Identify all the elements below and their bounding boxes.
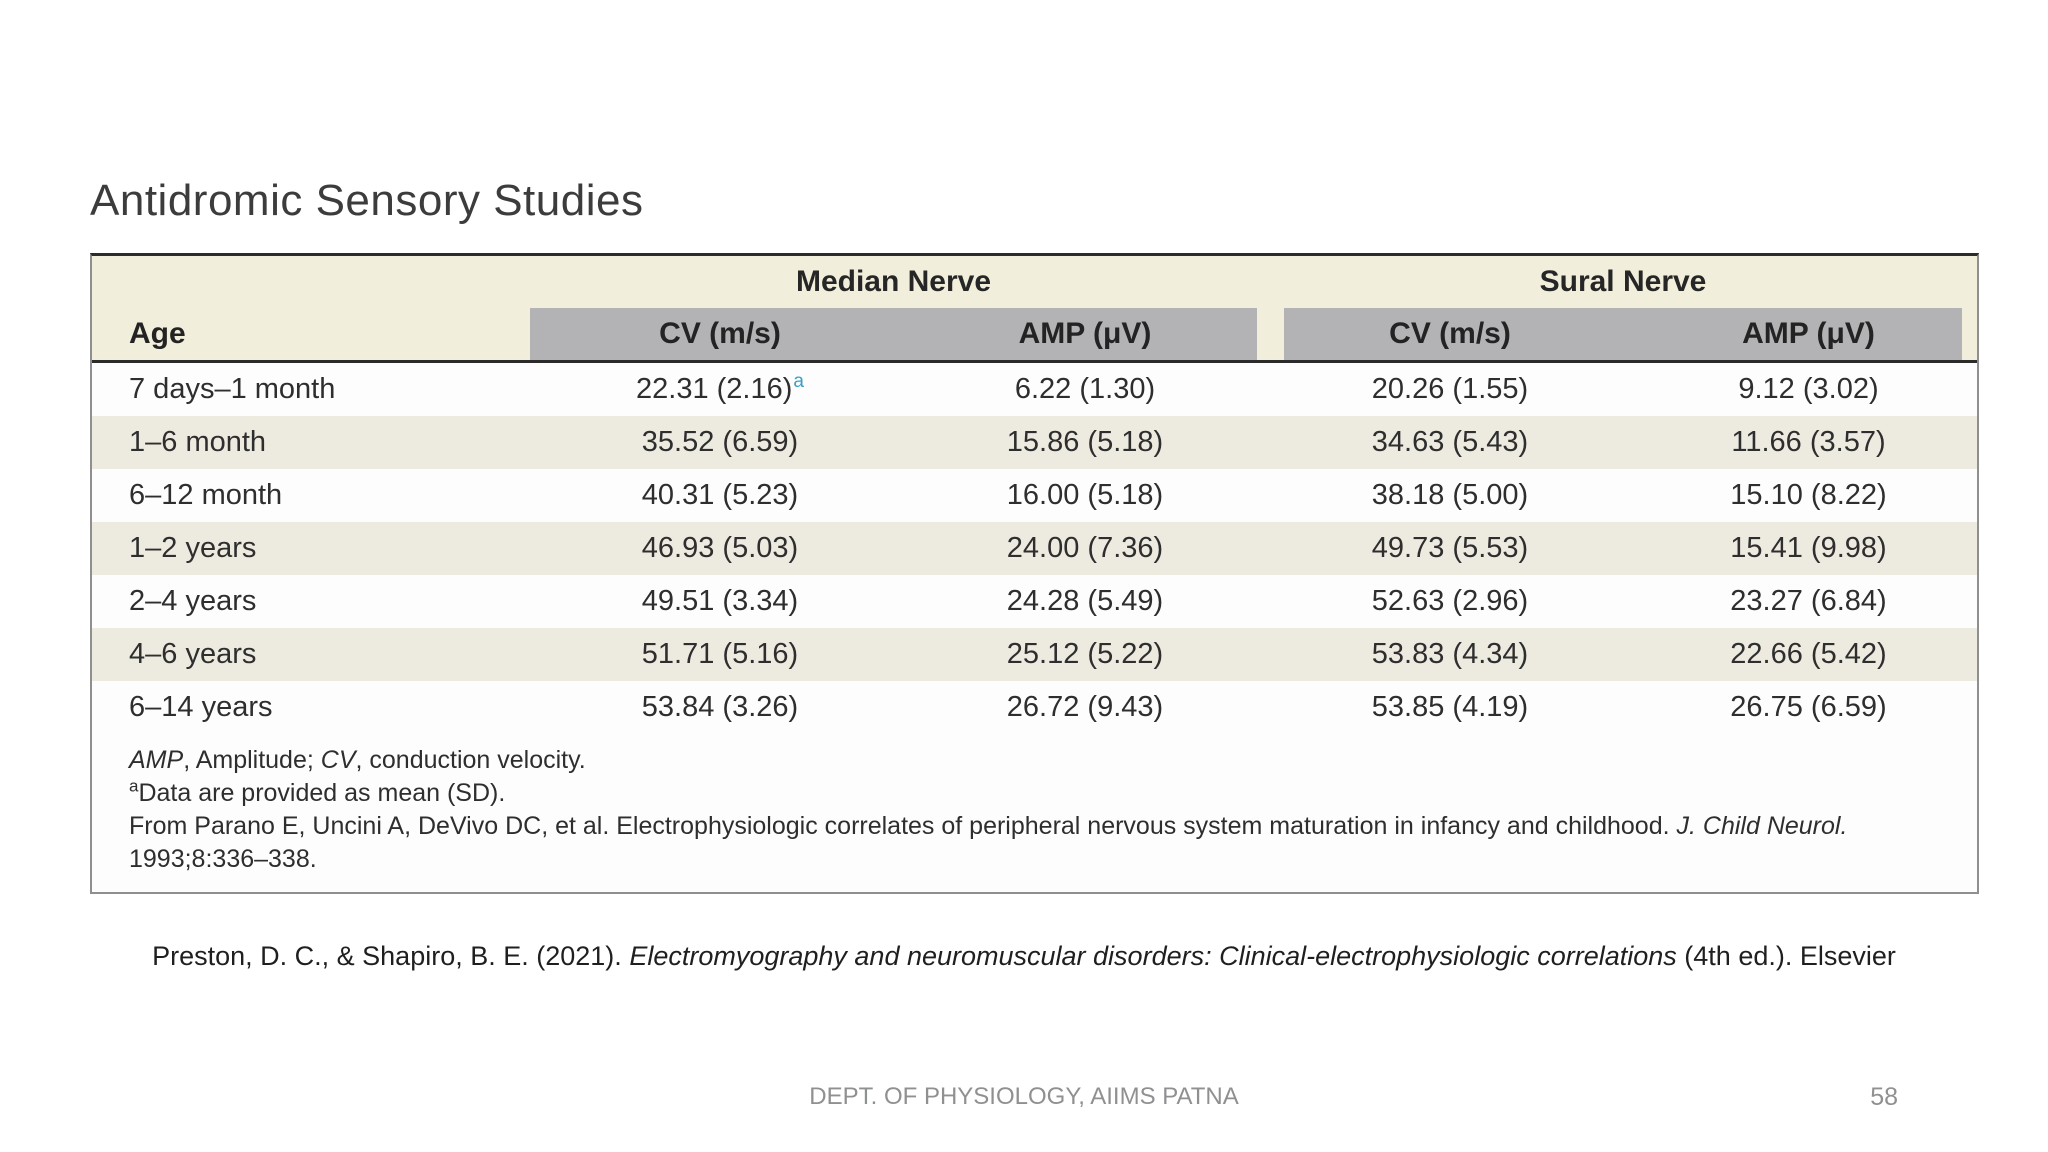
row-sural-cv: 53.83 (4.34) — [1371, 638, 1529, 670]
row-median-amp: 15.86 (5.18) — [1006, 426, 1164, 458]
row-median-cv: 22.31 (2.16)a — [530, 371, 910, 406]
column-header-age: Age — [129, 317, 186, 350]
row-median-cv: 46.93 (5.03) — [641, 532, 799, 564]
median-header-background — [530, 308, 1257, 360]
sensory-studies-table: Median Nerve Sural Nerve Age CV (m/s) AM… — [90, 253, 1979, 894]
row-median-amp: 24.00 (7.36) — [1006, 532, 1164, 564]
abbrev-cv: CV — [320, 746, 356, 774]
page-number: 58 — [1870, 1083, 1898, 1111]
table-row: 6–14 years 53.84 (3.26) 26.72 (9.43) 53.… — [92, 681, 1977, 734]
citation-authors: Preston, D. C., & Shapiro, B. E. (2021). — [152, 941, 630, 971]
row-age: 1–6 month — [129, 426, 267, 458]
row-median-cv: 51.71 (5.16) — [641, 638, 799, 670]
column-header-median-cv: CV (m/s) — [659, 317, 781, 350]
table-row: 4–6 years 51.71 (5.16) 25.12 (5.22) 53.8… — [92, 628, 1977, 681]
sural-header-background — [1284, 308, 1962, 360]
table-row: 2–4 years 49.51 (3.34) 24.28 (5.49) 52.6… — [92, 575, 1977, 628]
table-row: 1–6 month 35.52 (6.59) 15.86 (5.18) 34.6… — [92, 416, 1977, 469]
value: 22.31 (2.16) — [636, 373, 793, 405]
slide-footer: DEPT. OF PHYSIOLOGY, AIIMS PATNA — [809, 1083, 1239, 1110]
table-row: 6–12 month 40.31 (5.23) 16.00 (5.18) 38.… — [92, 469, 1977, 522]
citation-edition: (4th ed.). Elsevier — [1676, 941, 1896, 971]
abbrev-amp: AMP — [129, 746, 184, 774]
footnote-text: Data are provided as mean (SD). — [138, 779, 506, 807]
row-sural-amp: 22.66 (5.42) — [1730, 638, 1887, 670]
row-sural-cv: 34.63 (5.43) — [1371, 426, 1529, 458]
abbrev-cv-text: , conduction velocity. — [355, 746, 586, 774]
row-sural-cv: 38.18 (5.00) — [1371, 479, 1529, 511]
citation-book-title: Electromyography and neuromuscular disor… — [629, 941, 1677, 971]
row-median-amp: 6.22 (1.30) — [1014, 373, 1156, 405]
footnote-superscript-a: a — [129, 776, 139, 796]
row-sural-amp: 15.41 (9.98) — [1730, 532, 1887, 564]
row-sural-amp: 26.75 (6.59) — [1730, 691, 1887, 723]
row-age: 1–2 years — [129, 532, 257, 564]
row-median-cv: 35.52 (6.59) — [641, 426, 799, 458]
footnote-marker-a: a — [793, 371, 804, 393]
footnote-source-ref: 1993;8:336–338. — [129, 845, 317, 873]
row-age: 7 days–1 month — [129, 373, 336, 405]
row-median-amp: 25.12 (5.22) — [1006, 638, 1164, 670]
source-journal: J. Child Neurol. — [1676, 812, 1848, 840]
row-median-amp: 16.00 (5.18) — [1006, 479, 1164, 511]
row-sural-cv: 49.73 (5.53) — [1371, 532, 1529, 564]
table-row: 1–2 years 46.93 (5.03) 24.00 (7.36) 49.7… — [92, 522, 1977, 575]
row-age: 6–12 month — [129, 479, 283, 511]
row-median-amp: 24.28 (5.49) — [1006, 585, 1164, 617]
abbrev-amp-text: , Amplitude; — [183, 746, 321, 774]
table-group-header-row: Median Nerve Sural Nerve — [92, 256, 1977, 308]
footnote-mean-sd: aData are provided as mean (SD). — [129, 777, 1937, 810]
row-median-cv: 49.51 (3.34) — [641, 585, 799, 617]
group-header-sural-nerve: Sural Nerve — [1539, 265, 1707, 298]
row-age: 2–4 years — [129, 585, 257, 617]
row-median-cv: 53.84 (3.26) — [641, 691, 799, 723]
table-footnotes: AMP, Amplitude; CV, conduction velocity.… — [92, 734, 1977, 892]
row-sural-amp: 23.27 (6.84) — [1730, 585, 1887, 617]
row-sural-amp: 11.66 (3.57) — [1731, 426, 1886, 458]
column-header-sural-amp: AMP (μV) — [1742, 317, 1875, 350]
table-column-header-row: Age CV (m/s) AMP (μV) CV (m/s) AMP (μV) — [92, 308, 1977, 360]
book-citation: Preston, D. C., & Shapiro, B. E. (2021).… — [0, 941, 2048, 972]
column-header-median-amp: AMP (μV) — [1018, 317, 1152, 350]
source-text: From Parano E, Uncini A, DeVivo DC, et a… — [129, 812, 1677, 840]
row-sural-cv: 53.85 (4.19) — [1371, 691, 1529, 723]
row-sural-cv: 20.26 (1.55) — [1371, 373, 1529, 405]
footnote-source: From Parano E, Uncini A, DeVivo DC, et a… — [129, 810, 1937, 843]
row-median-amp: 26.72 (9.43) — [1006, 691, 1164, 723]
row-sural-amp: 15.10 (8.22) — [1730, 479, 1887, 511]
group-header-median-nerve: Median Nerve — [795, 265, 992, 298]
header-divider-line — [92, 360, 1977, 363]
row-sural-cv: 52.63 (2.96) — [1371, 585, 1529, 617]
row-age: 6–14 years — [129, 691, 273, 723]
column-header-sural-cv: CV (m/s) — [1389, 317, 1511, 350]
footnote-abbreviations: AMP, Amplitude; CV, conduction velocity. — [129, 744, 1937, 777]
row-median-cv: 40.31 (5.23) — [641, 479, 799, 511]
row-sural-amp: 9.12 (3.02) — [1738, 373, 1879, 405]
table-row: 7 days–1 month 22.31 (2.16)a 6.22 (1.30)… — [92, 363, 1977, 416]
row-age: 4–6 years — [129, 638, 257, 670]
page-title: Antidromic Sensory Studies — [90, 176, 644, 225]
